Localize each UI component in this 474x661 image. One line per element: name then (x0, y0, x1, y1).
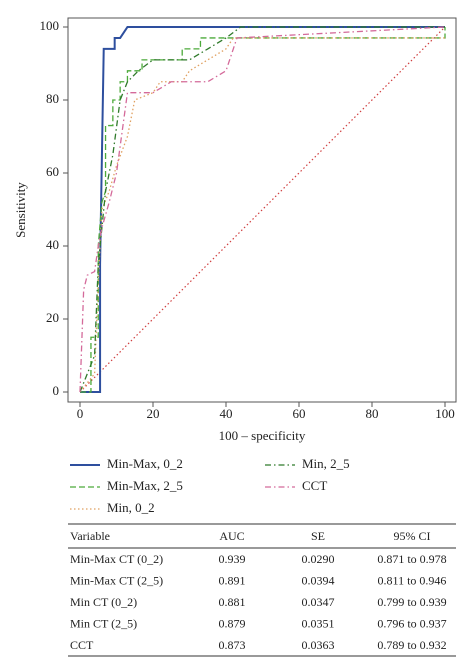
table-cell: 0.891 (219, 573, 246, 587)
table-header: AUC (219, 529, 244, 543)
table-cell: 0.789 to 0.932 (377, 638, 446, 652)
table-cell: 0.796 to 0.937 (377, 616, 446, 630)
x-tick-label: 80 (366, 406, 379, 421)
y-axis-label: Sensitivity (13, 182, 28, 238)
table-cell: 0.871 to 0.978 (377, 552, 446, 566)
y-tick-label: 80 (46, 91, 59, 106)
x-tick-label: 0 (77, 406, 84, 421)
y-tick-label: 60 (46, 164, 59, 179)
table-cell: CCT (70, 638, 94, 652)
table-header: SE (311, 529, 325, 543)
y-tick-label: 0 (53, 383, 60, 398)
table-cell: 0.799 to 0.939 (377, 595, 446, 609)
y-tick-label: 100 (40, 18, 60, 33)
table-header: 95% CI (394, 529, 431, 543)
table-cell: Min CT (0_2) (70, 595, 137, 609)
table-cell: 0.0290 (302, 552, 335, 566)
table-cell: 0.0347 (302, 595, 335, 609)
roc-line (79, 37, 445, 393)
x-tick-label: 40 (220, 406, 233, 421)
roc-line (79, 26, 446, 393)
table-cell: 0.939 (219, 552, 246, 566)
legend-label: Min, 0_2 (107, 500, 155, 515)
table-cell: 0.879 (219, 616, 246, 630)
legend-label: CCT (302, 478, 327, 493)
y-tick-label: 20 (46, 310, 59, 325)
table-cell: 0.873 (219, 638, 246, 652)
table-cell: Min CT (2_5) (70, 616, 137, 630)
legend-label: Min, 2_5 (302, 456, 350, 471)
roc-line (80, 27, 446, 393)
roc-line (80, 26, 445, 393)
legend-label: Min-Max, 0_2 (107, 456, 183, 471)
table-cell: 0.0394 (302, 573, 335, 587)
x-tick-label: 60 (293, 406, 306, 421)
plot-frame (67, 17, 457, 403)
table-cell: Min-Max CT (0_2) (70, 552, 163, 566)
x-tick-label: 100 (435, 406, 455, 421)
table-cell: Min-Max CT (2_5) (70, 573, 163, 587)
table-cell: 0.881 (219, 595, 246, 609)
reference-line (79, 26, 446, 393)
x-axis-label: 100 – specificity (219, 428, 306, 443)
table-cell: 0.0351 (302, 616, 335, 630)
table-header: Variable (70, 529, 110, 543)
table-cell: 0.811 to 0.946 (378, 573, 447, 587)
table-cell: 0.0363 (302, 638, 335, 652)
legend-label: Min-Max, 2_5 (107, 478, 183, 493)
y-tick-label: 40 (46, 237, 59, 252)
x-tick-label: 20 (147, 406, 160, 421)
